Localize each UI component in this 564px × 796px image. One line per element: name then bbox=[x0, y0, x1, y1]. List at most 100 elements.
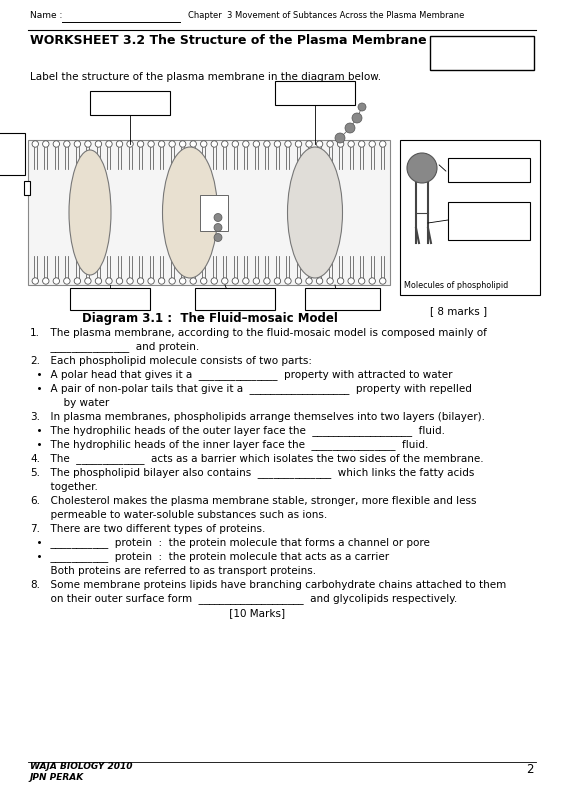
Circle shape bbox=[158, 278, 165, 284]
Circle shape bbox=[74, 278, 81, 284]
Circle shape bbox=[95, 278, 102, 284]
Circle shape bbox=[138, 141, 144, 147]
Circle shape bbox=[359, 141, 365, 147]
Text: Both proteins are referred to as transport proteins.: Both proteins are referred to as transpo… bbox=[44, 566, 316, 576]
Circle shape bbox=[327, 278, 333, 284]
Ellipse shape bbox=[162, 147, 218, 278]
Circle shape bbox=[32, 278, 38, 284]
Text: Chapter  3 Movement of Subtances Across the Plasma Membrane: Chapter 3 Movement of Subtances Across t… bbox=[188, 11, 464, 20]
Circle shape bbox=[43, 141, 49, 147]
Circle shape bbox=[358, 103, 366, 111]
Text: 4.: 4. bbox=[30, 454, 40, 464]
Text: 2.: 2. bbox=[30, 356, 40, 366]
Circle shape bbox=[327, 141, 333, 147]
Circle shape bbox=[348, 141, 354, 147]
Text: 5.: 5. bbox=[30, 468, 40, 478]
Text: [ 8 marks ]: [ 8 marks ] bbox=[430, 306, 487, 316]
Text: The hydrophilic heads of the inner layer face the  ________________  fluid.: The hydrophilic heads of the inner layer… bbox=[44, 439, 429, 450]
Text: There are two different types of proteins.: There are two different types of protein… bbox=[44, 524, 266, 534]
Text: The phospholipid bilayer also contains  ______________  which links the fatty ac: The phospholipid bilayer also contains _… bbox=[44, 467, 474, 478]
Circle shape bbox=[201, 278, 207, 284]
Circle shape bbox=[253, 141, 259, 147]
Text: Diagram 3.1 :  The Fluid–mosaic Model: Diagram 3.1 : The Fluid–mosaic Model bbox=[82, 312, 338, 325]
Circle shape bbox=[222, 141, 228, 147]
Text: •: • bbox=[30, 426, 42, 436]
Bar bbox=[200, 194, 228, 231]
Circle shape bbox=[337, 141, 344, 147]
Circle shape bbox=[285, 141, 291, 147]
Circle shape bbox=[306, 141, 312, 147]
Text: Cholesterol makes the plasma membrane stable, stronger, more flexible and less: Cholesterol makes the plasma membrane st… bbox=[44, 496, 477, 506]
Text: ___________  protein  :  the protein molecule that forms a channel or pore: ___________ protein : the protein molecu… bbox=[44, 537, 430, 548]
Circle shape bbox=[296, 141, 302, 147]
Circle shape bbox=[274, 141, 281, 147]
Text: The plasma membrane, according to the fluid-mosaic model is composed mainly of: The plasma membrane, according to the fl… bbox=[44, 328, 487, 338]
Text: In plasma membranes, phospholipids arrange themselves into two layers (bilayer).: In plasma membranes, phospholipids arran… bbox=[44, 412, 485, 422]
Circle shape bbox=[232, 278, 239, 284]
Text: 3.: 3. bbox=[30, 412, 40, 422]
Text: WORKSHEET 3.2 The Structure of the Plasma Membrane: WORKSHEET 3.2 The Structure of the Plasm… bbox=[30, 34, 426, 47]
Circle shape bbox=[407, 153, 437, 183]
Circle shape bbox=[211, 141, 218, 147]
Text: Name :: Name : bbox=[30, 11, 65, 20]
Text: Score  __/__: Score __/__ bbox=[450, 42, 514, 53]
Circle shape bbox=[335, 133, 345, 143]
Circle shape bbox=[352, 113, 362, 123]
Circle shape bbox=[337, 278, 344, 284]
Circle shape bbox=[74, 141, 81, 147]
Bar bbox=[400, 140, 540, 295]
Bar bbox=[305, 288, 380, 310]
Circle shape bbox=[85, 278, 91, 284]
Text: •: • bbox=[30, 552, 42, 562]
Circle shape bbox=[285, 278, 291, 284]
Circle shape bbox=[116, 141, 123, 147]
Circle shape bbox=[106, 141, 112, 147]
Bar bbox=[195, 288, 275, 310]
Text: together.: together. bbox=[44, 482, 98, 492]
Text: 7.: 7. bbox=[30, 524, 40, 534]
Circle shape bbox=[253, 278, 259, 284]
Text: A pair of non-polar tails that give it a  ___________________  property with rep: A pair of non-polar tails that give it a… bbox=[44, 383, 472, 394]
Circle shape bbox=[190, 141, 196, 147]
Text: •: • bbox=[30, 370, 42, 380]
Circle shape bbox=[243, 141, 249, 147]
Text: 1.: 1. bbox=[30, 328, 40, 338]
Circle shape bbox=[138, 278, 144, 284]
Text: _______________  and protein.: _______________ and protein. bbox=[44, 341, 199, 352]
Circle shape bbox=[316, 278, 323, 284]
Circle shape bbox=[306, 278, 312, 284]
Circle shape bbox=[264, 278, 270, 284]
Circle shape bbox=[201, 141, 207, 147]
Text: on their outer surface form  ____________________  and glycolipids respectively.: on their outer surface form ____________… bbox=[44, 593, 457, 604]
Circle shape bbox=[116, 278, 123, 284]
Bar bbox=[24, 181, 30, 195]
Circle shape bbox=[232, 141, 239, 147]
Text: by water: by water bbox=[44, 398, 109, 408]
Ellipse shape bbox=[288, 147, 342, 278]
Circle shape bbox=[214, 233, 222, 241]
Text: 2: 2 bbox=[527, 763, 534, 776]
Circle shape bbox=[64, 141, 70, 147]
Bar bbox=[90, 91, 170, 115]
Text: •: • bbox=[30, 384, 42, 394]
Text: 8.: 8. bbox=[30, 580, 40, 590]
Circle shape bbox=[53, 141, 60, 147]
Circle shape bbox=[214, 224, 222, 232]
Circle shape bbox=[43, 278, 49, 284]
Circle shape bbox=[222, 278, 228, 284]
Text: The  _____________  acts as a barrier which isolates the two sides of the membra: The _____________ acts as a barrier whic… bbox=[44, 453, 483, 464]
Circle shape bbox=[106, 278, 112, 284]
Circle shape bbox=[85, 141, 91, 147]
Text: The hydrophilic heads of the outer layer face the  ___________________  fluid.: The hydrophilic heads of the outer layer… bbox=[44, 425, 445, 436]
Circle shape bbox=[243, 278, 249, 284]
Text: Some membrane proteins lipids have branching carbohydrate chains attached to the: Some membrane proteins lipids have branc… bbox=[44, 580, 506, 590]
Circle shape bbox=[190, 278, 196, 284]
Circle shape bbox=[274, 278, 281, 284]
Circle shape bbox=[380, 141, 386, 147]
Circle shape bbox=[148, 278, 155, 284]
Circle shape bbox=[148, 141, 155, 147]
Circle shape bbox=[95, 141, 102, 147]
Bar bbox=[448, 202, 530, 240]
Text: Label the structure of the plasma membrane in the diagram below.: Label the structure of the plasma membra… bbox=[30, 72, 381, 82]
Text: •: • bbox=[30, 538, 42, 548]
